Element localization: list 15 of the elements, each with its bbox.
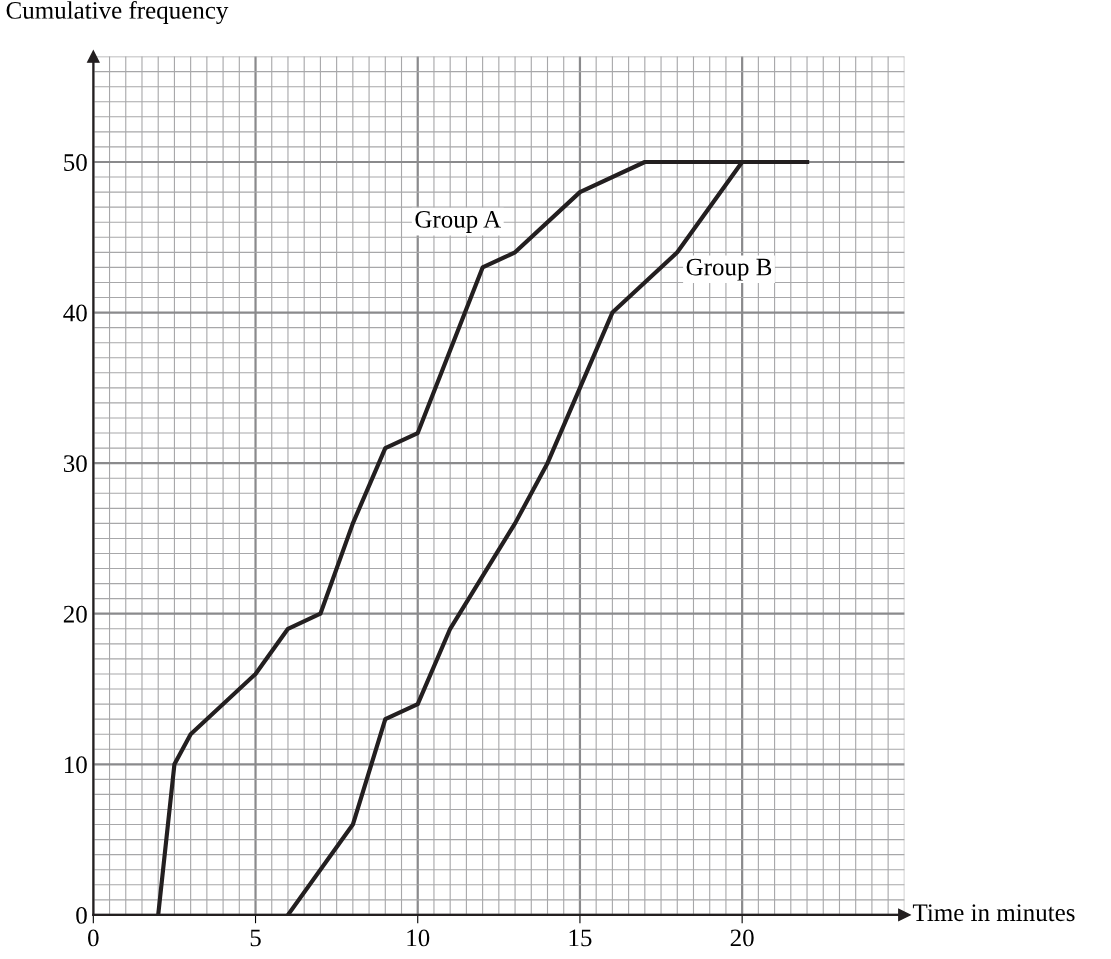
y-tick-label: 10: [64, 756, 87, 774]
series-label: Group A: [415, 211, 501, 233]
y-tick-label: 50: [64, 154, 87, 171]
y-tick-label: 40: [63, 304, 87, 322]
y-tick-label: 20: [63, 605, 87, 623]
x-tick-label: 5: [250, 929, 261, 947]
x-tick-label: 20: [730, 929, 754, 947]
x-axis-title: Time in minutes: [912, 904, 1075, 922]
series-label: Group B: [686, 258, 772, 281]
y-tick-label: 0: [76, 906, 87, 924]
x-tick-label: 0: [88, 929, 99, 947]
y-axis-title: Cumulative frequency: [6, 0, 229, 24]
y-tick-label: 30: [63, 455, 87, 473]
x-tick-label: 15: [569, 929, 592, 947]
x-tick-label: 10: [407, 929, 430, 947]
